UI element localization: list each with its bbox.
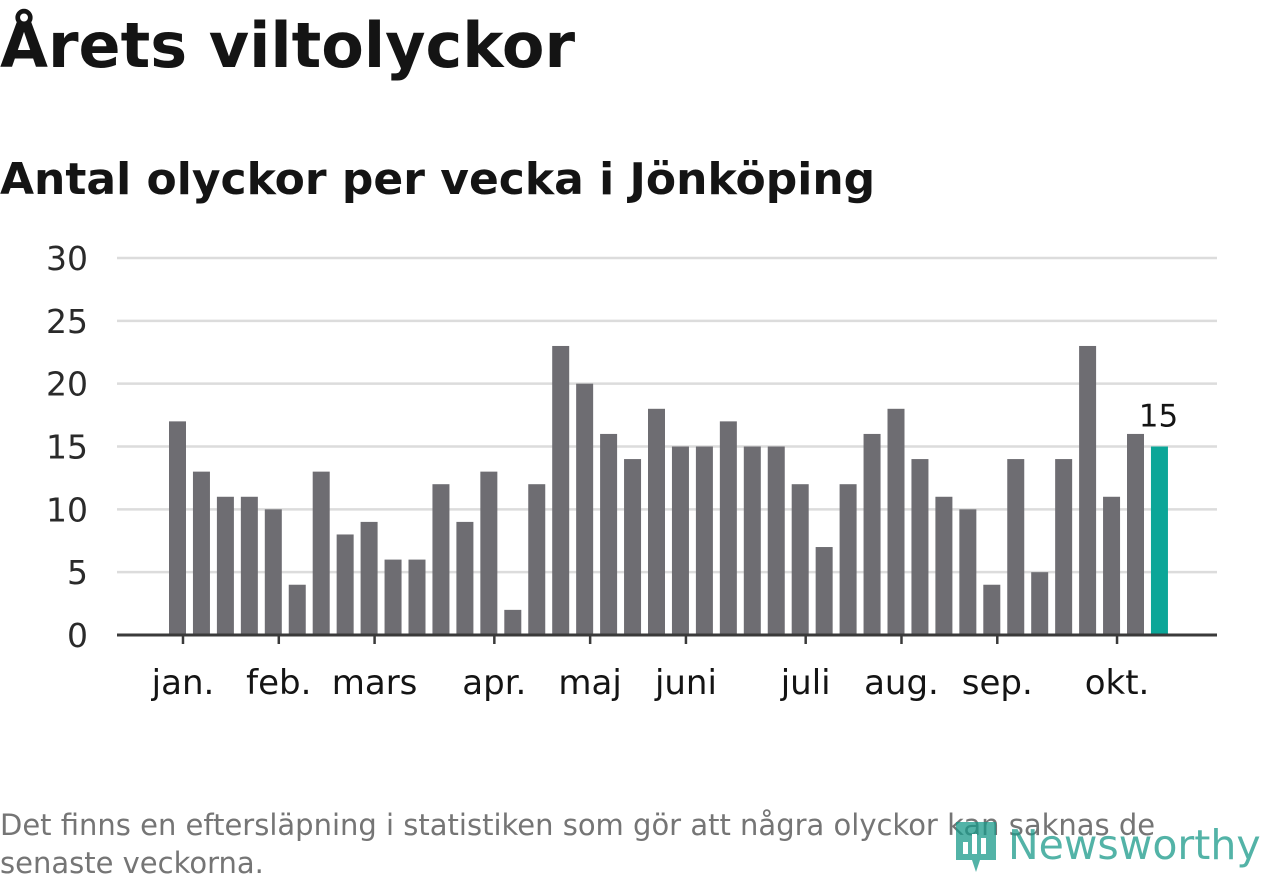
bar [720, 421, 737, 635]
y-tick-label: 25 [46, 302, 88, 341]
y-tick-label: 15 [46, 428, 88, 467]
x-axis-ticks: jan. feb. mars apr. maj juni juli aug. sep. okt. [151, 635, 1150, 703]
newsworthy-logo-icon [952, 816, 1000, 874]
x-tick-label: juli [780, 663, 831, 703]
x-tick-label: juni [654, 663, 717, 703]
bar [1103, 497, 1120, 635]
bar [959, 509, 976, 635]
x-tick-label: jan. [151, 663, 215, 703]
x-tick-label: mars [332, 663, 418, 703]
y-tick-label: 0 [67, 616, 88, 655]
bar [696, 447, 713, 636]
bar-chart: 0 5 10 15 20 25 30 jan. feb. mars apr. maj juni juli… [0, 0, 1262, 760]
bar [888, 409, 905, 635]
bar [313, 472, 330, 635]
bar [983, 585, 1000, 635]
bar [768, 447, 785, 636]
bars [169, 346, 1168, 635]
bar [289, 585, 306, 635]
newsworthy-logo: Newsworthy [952, 816, 1261, 874]
bar [193, 472, 210, 635]
bar [552, 346, 569, 635]
bar [385, 560, 402, 635]
x-tick-label: aug. [864, 663, 939, 703]
x-tick-label: okt. [1085, 663, 1150, 703]
bar [1031, 572, 1048, 635]
y-axis-ticks: 0 5 10 15 20 25 30 [46, 239, 88, 655]
bar [528, 484, 545, 635]
highlight-value-label: 15 [1139, 399, 1178, 435]
bar [576, 384, 593, 635]
bar [648, 409, 665, 635]
x-tick-label: maj [558, 663, 621, 703]
data-labels: 15 [1139, 399, 1178, 435]
x-tick-label: feb. [246, 663, 311, 703]
y-tick-label: 20 [46, 365, 88, 404]
bar [935, 497, 952, 635]
bar [1127, 434, 1144, 635]
bar [432, 484, 449, 635]
bar [217, 497, 234, 635]
bar [840, 484, 857, 635]
bar [792, 484, 809, 635]
bar [265, 509, 282, 635]
x-tick-label: apr. [462, 663, 526, 703]
bar [1007, 459, 1024, 635]
bar [504, 610, 521, 635]
bar [672, 447, 689, 636]
y-tick-label: 30 [46, 239, 88, 278]
bar [456, 522, 473, 635]
bar [1055, 459, 1072, 635]
bar [241, 497, 258, 635]
bar [600, 434, 617, 635]
bar [744, 447, 761, 636]
y-tick-label: 5 [67, 553, 88, 592]
bar [337, 534, 354, 635]
logo-text: Newsworthy [1008, 817, 1261, 873]
bar [169, 421, 186, 635]
bar [1079, 346, 1096, 635]
bar [816, 547, 833, 635]
bar [624, 459, 641, 635]
x-tick-label: sep. [962, 663, 1033, 703]
bar [911, 459, 928, 635]
bar [409, 560, 426, 635]
bar-highlight [1151, 447, 1168, 636]
bar [864, 434, 881, 635]
grid-lines [117, 258, 1217, 572]
bar [361, 522, 378, 635]
bar [480, 472, 497, 635]
y-tick-label: 10 [46, 490, 88, 529]
